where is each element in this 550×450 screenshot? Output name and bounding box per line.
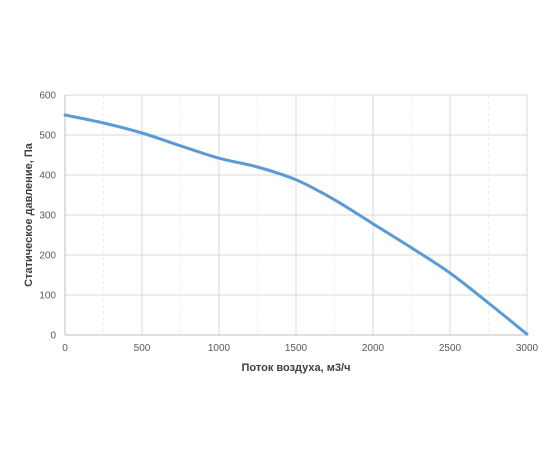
x-tick-label: 1500 [285,343,308,354]
y-axis-title: Статическое давление, Па [23,142,35,287]
x-tick-labels: 0 500 1000 1500 2000 2500 3000 [62,343,538,354]
x-tick-label: 500 [134,343,151,354]
y-tick-label: 300 [39,211,56,222]
axes [64,95,527,336]
y-tick-label: 500 [39,131,56,142]
y-tick-label: 100 [39,291,56,302]
y-tick-labels: 0 100 200 300 400 500 600 [39,91,56,342]
y-tick-label: 0 [50,331,56,342]
x-axis-title: Поток воздуха, м3/ч [242,362,351,374]
series [63,113,529,336]
x-tick-label: 3000 [516,343,539,354]
y-tick-label: 600 [39,91,56,102]
grid [65,94,528,335]
x-tick-label: 1000 [208,343,231,354]
x-tick-label: 2000 [362,343,385,354]
x-tick-label: 0 [62,343,68,354]
y-tick-label: 200 [39,251,56,262]
series-line [63,113,529,336]
x-tick-label: 2500 [439,343,462,354]
y-tick-label: 400 [39,171,56,182]
